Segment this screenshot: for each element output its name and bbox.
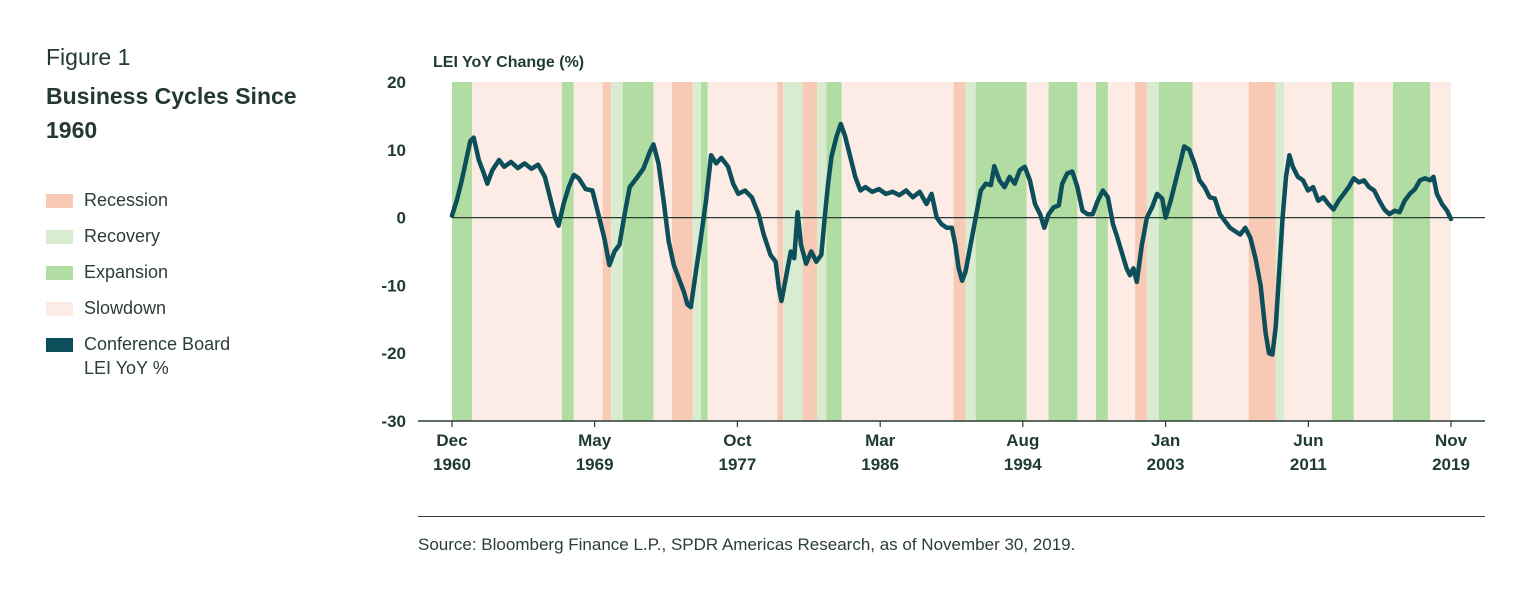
legend-swatch-recession (46, 194, 73, 208)
x-tick-label-month: Dec (436, 431, 467, 450)
phase-band-recession (777, 82, 784, 421)
phase-band-expansion (452, 82, 473, 421)
phase-band-slowdown (472, 82, 562, 421)
legend-item-lei: Conference Board LEI YoY % (46, 332, 230, 382)
lei-series-line (449, 121, 1454, 357)
legend-item-expansion: Expansion (46, 260, 230, 296)
legend-item-recession: Recession (46, 188, 230, 224)
legend-swatch-recovery (46, 230, 73, 244)
phase-band-slowdown (1430, 82, 1451, 421)
y-tick-label: -30 (381, 412, 406, 431)
phase-band-recession (672, 82, 693, 421)
phase-band-slowdown (1026, 82, 1049, 421)
phase-band-recovery (1146, 82, 1159, 421)
x-tick-label-year: 2019 (1432, 455, 1470, 474)
phase-band-expansion (1158, 82, 1193, 421)
y-tick-label: -10 (381, 276, 406, 295)
phase-band-recession (953, 82, 966, 421)
x-tick-label-month: Oct (723, 431, 752, 450)
phase-band-expansion (700, 82, 708, 421)
x-tick-label-month: Aug (1006, 431, 1039, 450)
phase-band-expansion (1048, 82, 1078, 421)
legend-label-slowdown: Slowdown (84, 298, 167, 318)
y-tick-label: 10 (387, 141, 406, 160)
legend-swatch-expansion (46, 266, 73, 280)
phase-band-expansion (1331, 82, 1354, 421)
phase-band-expansion (561, 82, 574, 421)
figure-label: Figure 1 (46, 44, 131, 70)
phase-bands (452, 82, 1451, 421)
source-note: Source: Bloomberg Finance L.P., SPDR Ame… (418, 535, 1076, 554)
phase-band-slowdown (707, 82, 778, 421)
y-tick-label: 20 (387, 73, 406, 92)
legend-item-slowdown: Slowdown (46, 296, 230, 332)
y-tick-label: -20 (381, 344, 406, 363)
x-axis: Dec 1960 May 1969 Oct 1977 Mar 1986 Aug 1994 Jan 20… (418, 420, 1485, 474)
legend-swatch-lei (46, 338, 73, 352)
legend: Recession Recovery Expansion Slowdown Co… (46, 188, 230, 382)
legend-label-recession: Recession (84, 190, 169, 210)
x-tick-label-year: 2011 (1290, 455, 1327, 474)
phase-band-slowdown (841, 82, 954, 421)
phase-band-slowdown (1353, 82, 1393, 421)
legend-label-lei-line1: Conference Board (84, 334, 231, 354)
x-tick-label-month: Jun (1293, 431, 1323, 450)
phase-band-slowdown (1192, 82, 1249, 421)
phase-band-expansion (1392, 82, 1431, 421)
phase-band-slowdown (1284, 82, 1332, 421)
phase-band-slowdown (1077, 82, 1097, 421)
x-tick-label-year: 1969 (576, 455, 614, 474)
x-tick-label-year: 2003 (1147, 455, 1185, 474)
legend-label-recovery: Recovery (84, 226, 161, 246)
legend-label-lei-line2: LEI YoY % (84, 358, 169, 378)
x-tick-label-year: 1994 (1004, 455, 1042, 474)
x-tick-label-year: 1977 (718, 455, 756, 474)
legend-label-lei: Conference Board LEI YoY % (84, 332, 230, 380)
phase-band-slowdown (573, 82, 603, 421)
x-tick-label-year: 1986 (861, 455, 899, 474)
legend-swatch-slowdown (46, 302, 73, 316)
source-divider (418, 516, 1485, 517)
phase-band-expansion (1096, 82, 1108, 421)
lei-series (449, 121, 1454, 357)
phase-band-expansion (975, 82, 1027, 421)
legend-item-recovery: Recovery (46, 224, 230, 260)
x-tick-label-month: May (578, 431, 612, 450)
x-tick-label-month: Mar (865, 431, 896, 450)
chart-title: LEI YoY Change (%) (433, 54, 584, 71)
x-tick-label-year: 1960 (433, 455, 471, 474)
x-tick-label-month: Jan (1151, 431, 1180, 450)
phase-band-expansion (622, 82, 654, 421)
figure-title: Business Cycles Since 1960 (46, 83, 297, 143)
legend-label-expansion: Expansion (84, 262, 169, 282)
y-tick-label: 0 (397, 209, 406, 228)
x-tick-label-month: Nov (1435, 431, 1468, 450)
